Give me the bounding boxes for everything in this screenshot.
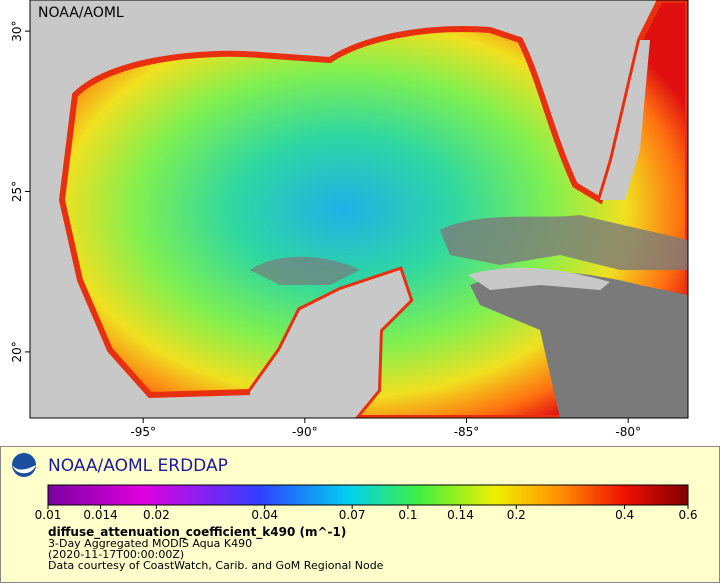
info-line: (2020-11-17T00:00:00Z) [48,548,184,561]
x-tick-label: -90° [292,425,318,439]
colorbar-tick-label: 0.14 [447,508,474,522]
no-data-area [470,271,688,418]
map-area [30,0,688,418]
y-tick-label: 30° [10,20,24,41]
info-line: Data courtesy of CoastWatch, Carib. and … [48,559,384,572]
no-data-area [440,215,688,270]
florida [600,40,650,200]
colorbar-tick-label: 0.6 [678,508,697,522]
y-tick-label: 20° [10,341,24,362]
colorbar-tick-label: 0.04 [251,508,278,522]
axis-ticks: -95° -90° -85° -80° 30° 25° 20° [10,20,641,439]
noaa-logo [12,453,36,477]
x-tick-label: -85° [454,425,480,439]
colorbar-tick-label: 0.01 [35,508,62,522]
colorbar-tick-label: 0.1 [398,508,417,522]
colorbar-ticks: 0.01 0.014 0.02 0.04 0.07 0.1 0.14 0.2 0.4 0.6 [35,505,698,522]
brand-title: NOAA/AOML ERDDAP [48,456,228,476]
x-tick-label: -95° [130,425,156,439]
cuba [468,267,610,290]
watermark: NOAA/AOML [38,5,124,21]
colorbar-tick-label: 0.4 [615,508,634,522]
yucatan [250,270,410,418]
x-tick-label: -80° [615,425,641,439]
colorbar-tick-label: 0.02 [143,508,170,522]
map-frame [29,0,689,419]
variable-title: diffuse_attenuation_coefficient_k490 (m^… [48,525,346,540]
colorbar-tick-label: 0.2 [507,508,526,522]
y-tick-label: 25° [10,181,24,202]
colorbar-tick-label: 0.014 [83,508,117,522]
colorbar-tick-label: 0.07 [339,508,366,522]
info-line: 3-Day Aggregated MODIS Aqua K490 [48,537,252,550]
no-data-area [250,256,360,285]
colorbar [47,484,689,506]
